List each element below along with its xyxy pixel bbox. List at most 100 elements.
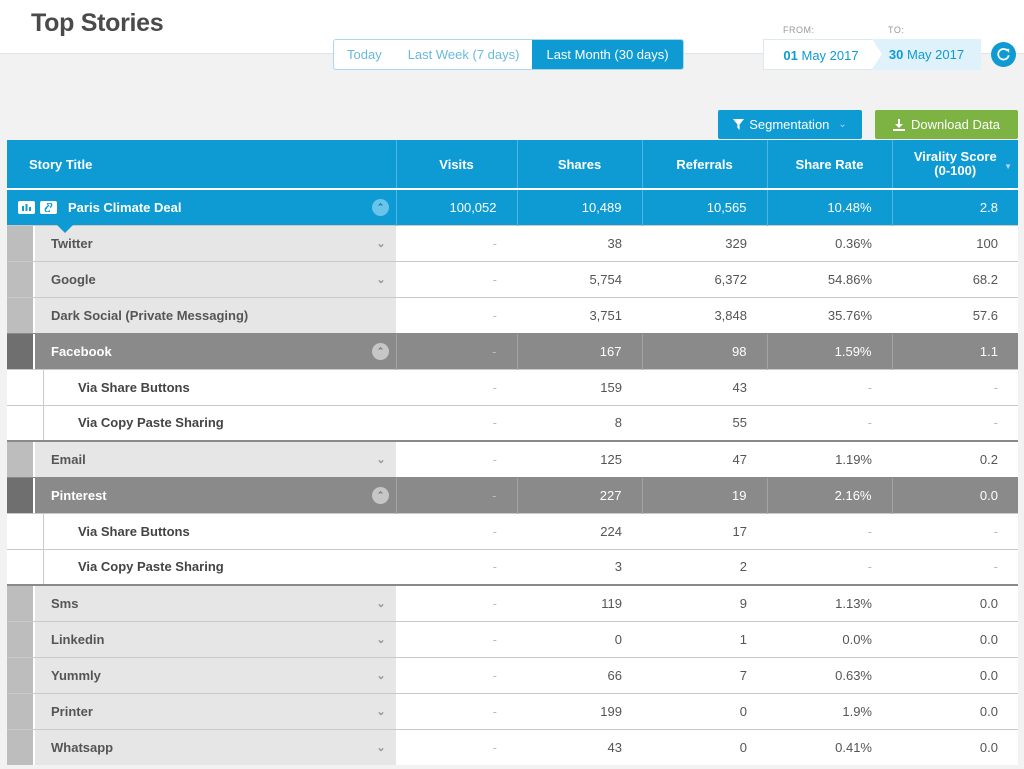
cell-virality: 68.2 xyxy=(892,260,1018,297)
expand-button[interactable]: ⌄ xyxy=(366,741,396,754)
expand-button[interactable]: ⌄ xyxy=(366,453,396,466)
value: 98 xyxy=(732,343,747,359)
chevron-up-icon: ⌃ xyxy=(372,198,389,216)
cell-shares: 3 xyxy=(517,548,642,586)
download-data-button[interactable]: Download Data xyxy=(875,110,1018,139)
cell-share-rate: - xyxy=(767,368,892,405)
expand-button[interactable]: ⌄ xyxy=(366,633,396,646)
indent-bar xyxy=(7,621,35,657)
cell-referrals: 2 xyxy=(642,548,767,586)
cell-visits: - xyxy=(396,620,517,657)
value: 0.0 xyxy=(979,487,998,503)
cell-referrals: 47 xyxy=(642,440,767,477)
channel-row-email[interactable]: Email ⌄ - 125 47 1.19% 0.2 xyxy=(7,440,1018,477)
column-referrals[interactable]: Referrals xyxy=(641,140,767,189)
value: 0.0 xyxy=(979,631,998,647)
channel-name: Dark Social (Private Messaging) xyxy=(51,307,249,323)
collapse-story-button[interactable]: ⌃ xyxy=(366,198,396,216)
value: - xyxy=(993,379,998,395)
column-share-rate[interactable]: Share Rate xyxy=(766,140,892,189)
cell-visits: - xyxy=(396,368,517,405)
refresh-button[interactable] xyxy=(991,42,1016,67)
value: 57.6 xyxy=(972,307,998,323)
link-icon[interactable] xyxy=(40,200,57,214)
column-visits[interactable]: Visits xyxy=(395,140,517,189)
channel-row-twitter[interactable]: Twitter ⌄ - 38 329 0.36% 100 xyxy=(7,224,1018,261)
channel-row-dark-social-private-messaging[interactable]: Dark Social (Private Messaging) - 3,751 3,8… xyxy=(7,296,1018,333)
cell-visits: - xyxy=(396,692,517,729)
from-month-year: May 2017 xyxy=(797,48,859,63)
story-visits: 100,052 xyxy=(395,188,517,225)
cell-shares: 199 xyxy=(517,692,642,729)
segmentation-button[interactable]: Segmentation ⌄ xyxy=(718,110,862,139)
value: - xyxy=(492,631,497,647)
channel-row-printer[interactable]: Printer ⌄ - 199 0 1.9% 0.0 xyxy=(7,692,1018,729)
value: 66 xyxy=(607,667,622,683)
column-virality-score[interactable]: Virality Score (0-100) ▼ xyxy=(891,140,1018,189)
sub-channel-row[interactable]: Via Copy Paste Sharing - 8 55 - - xyxy=(7,404,1018,442)
value: 100 xyxy=(976,235,998,251)
channel-row-whatsapp[interactable]: Whatsapp ⌄ - 43 0 0.41% 0.0 xyxy=(7,728,1018,765)
cell-share-rate: 2.16% xyxy=(766,476,892,513)
to-date-picker[interactable]: 30 May 2017 xyxy=(872,39,981,70)
value: 227 xyxy=(599,487,622,503)
indent-bar xyxy=(7,513,44,549)
channel-name: Linkedin xyxy=(51,631,105,647)
collapse-button[interactable]: ⌃ xyxy=(366,342,396,360)
channel-row-sms[interactable]: Sms ⌄ - 119 9 1.13% 0.0 xyxy=(7,584,1018,621)
expand-button[interactable]: ⌄ xyxy=(366,597,396,610)
cell-referrals: 329 xyxy=(642,224,767,261)
collapse-button[interactable]: ⌃ xyxy=(366,486,396,504)
cell-visits: - xyxy=(396,224,517,261)
column-shares[interactable]: Shares xyxy=(516,140,642,189)
value: 159 xyxy=(600,379,622,395)
cell-virality: 0.0 xyxy=(891,476,1018,513)
story-virality: 2.8 xyxy=(891,188,1018,225)
channel-row-yummly[interactable]: Yummly ⌄ - 66 7 0.63% 0.0 xyxy=(7,656,1018,693)
from-day: 01 xyxy=(783,48,798,63)
from-date-picker[interactable]: 01 May 2017 xyxy=(763,39,879,70)
value: 224 xyxy=(600,523,622,539)
sub-channel-row[interactable]: Via Copy Paste Sharing - 3 2 - - xyxy=(7,548,1018,586)
expand-button[interactable]: ⌄ xyxy=(366,237,396,250)
value: - xyxy=(867,523,872,539)
cell-shares: 8 xyxy=(517,404,642,442)
range-last-month-button[interactable]: Last Month (30 days) xyxy=(532,40,683,69)
sub-channel-row[interactable]: Via Share Buttons - 159 43 - - xyxy=(7,368,1018,405)
channel-name: Via Share Buttons xyxy=(78,379,190,395)
value: - xyxy=(993,415,998,431)
channel-name-cell: Pinterest ⌃ xyxy=(7,476,396,513)
channel-row-facebook[interactable]: Facebook ⌃ - 167 98 1.59% 1.1 xyxy=(7,332,1018,369)
column-story-title[interactable]: Story Title xyxy=(7,140,396,189)
story-title-cell: Paris Climate Deal ⌃ xyxy=(7,188,396,233)
channel-row-google[interactable]: Google ⌄ - 5,754 6,372 54.86% 68.2 xyxy=(7,260,1018,297)
story-row[interactable]: Paris Climate Deal ⌃ 100,052 10,489 10,5… xyxy=(7,188,1018,233)
indent-bar xyxy=(7,477,35,513)
cell-share-rate: 1.13% xyxy=(767,584,892,621)
chart-icon[interactable] xyxy=(18,200,35,214)
range-last-week-button[interactable]: Last Week (7 days) xyxy=(407,47,520,62)
cell-visits: - xyxy=(396,512,517,549)
value: 3,848 xyxy=(714,307,747,323)
range-today-button[interactable]: Today xyxy=(347,47,382,62)
expand-button[interactable]: ⌄ xyxy=(366,669,396,682)
cell-virality: - xyxy=(892,404,1018,442)
value: - xyxy=(867,379,872,395)
value: 0.41% xyxy=(835,739,872,755)
value: 43 xyxy=(732,379,747,395)
channel-row-linkedin[interactable]: Linkedin ⌄ - 0 1 0.0% 0.0 xyxy=(7,620,1018,657)
expand-button[interactable]: ⌄ xyxy=(366,273,396,286)
channel-row-pinterest[interactable]: Pinterest ⌃ - 227 19 2.16% 0.0 xyxy=(7,476,1018,513)
channel-name-cell: Yummly ⌄ xyxy=(7,656,396,693)
cell-referrals: 43 xyxy=(642,368,767,405)
cell-referrals: 0 xyxy=(642,692,767,729)
sub-channel-row[interactable]: Via Share Buttons - 224 17 - - xyxy=(7,512,1018,549)
expand-button[interactable]: ⌄ xyxy=(366,705,396,718)
channel-name-cell: Linkedin ⌄ xyxy=(7,620,396,657)
value: 54.86% xyxy=(827,271,872,287)
cell-referrals: 9 xyxy=(642,584,767,621)
cell-visits: - xyxy=(396,296,517,333)
indent-bar xyxy=(7,657,35,693)
value: - xyxy=(492,739,497,755)
chevron-down-icon: ⌄ xyxy=(838,119,847,130)
